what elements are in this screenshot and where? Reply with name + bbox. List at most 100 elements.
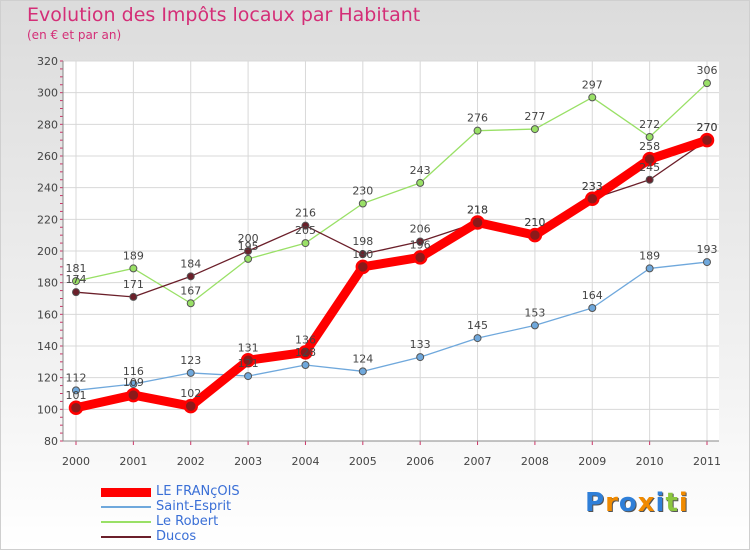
series-line-2 xyxy=(75,82,708,304)
data-label-2: 167 xyxy=(180,284,201,297)
series-point-3 xyxy=(358,250,367,259)
data-label-3: 198 xyxy=(352,235,373,248)
series-point-1 xyxy=(473,334,482,343)
series-point-0 xyxy=(126,387,141,403)
y-tick-label: 180 xyxy=(37,277,58,290)
series-point-3 xyxy=(244,247,253,255)
data-label-0: 258 xyxy=(639,140,660,153)
series-point-1 xyxy=(301,361,310,369)
data-label-3: 216 xyxy=(295,207,316,220)
series-point-0 xyxy=(68,400,84,415)
y-tick-label: 160 xyxy=(37,308,58,321)
data-label-1: 133 xyxy=(410,338,431,351)
x-tick-label: 2001 xyxy=(119,455,147,468)
series-point-1 xyxy=(588,304,597,312)
data-label-2: 306 xyxy=(697,64,718,77)
series-point-1 xyxy=(129,380,138,388)
series-point-2 xyxy=(244,254,253,263)
data-label-0: 218 xyxy=(467,204,488,217)
proxiti-logo: Proxiti xyxy=(585,488,689,518)
series-point-0 xyxy=(355,259,371,275)
y-tick-label: 260 xyxy=(37,150,58,163)
series-point-2 xyxy=(301,239,310,248)
chart-subtitle: (en € et par an) xyxy=(27,28,122,42)
y-tick-label: 220 xyxy=(37,213,58,226)
data-label-1: 121 xyxy=(238,357,259,370)
x-tick-label: 2007 xyxy=(464,455,492,468)
series-line-0 xyxy=(71,135,712,413)
series-point-2 xyxy=(358,199,367,208)
x-tick-label: 2008 xyxy=(521,455,549,468)
y-tick-label: 100 xyxy=(37,403,58,416)
chart-title: Evolution des Impôts locaux par Habitant xyxy=(27,4,421,26)
data-label-1: 153 xyxy=(524,306,545,319)
x-tick-label: 2000 xyxy=(62,455,90,468)
series-point-1 xyxy=(72,386,80,395)
data-label-2: 297 xyxy=(582,78,603,91)
data-label-0: 131 xyxy=(238,341,259,354)
data-label-1: 128 xyxy=(295,346,316,359)
series-point-2 xyxy=(530,125,539,134)
data-label-0: 109 xyxy=(123,376,144,389)
data-label-2: 230 xyxy=(352,185,373,198)
data-label-3: 174 xyxy=(66,273,87,286)
data-label-0: 190 xyxy=(352,248,373,261)
data-label-1: 112 xyxy=(66,371,87,384)
data-label-3: 218 xyxy=(467,204,488,217)
legend-label: Saint-Esprit xyxy=(156,499,232,514)
legend-label: Ducos xyxy=(156,529,197,544)
series-point-1 xyxy=(358,367,367,376)
data-label-2: 272 xyxy=(639,118,660,131)
data-label-3: 233 xyxy=(582,180,603,193)
x-tick-label: 2005 xyxy=(349,455,377,468)
data-label-3: 184 xyxy=(180,257,201,270)
data-label-3: 210 xyxy=(524,216,545,229)
series-point-1 xyxy=(703,258,711,267)
data-label-2: 189 xyxy=(123,249,144,262)
legend-swatch xyxy=(101,536,151,538)
series-point-1 xyxy=(530,321,539,330)
data-label-1: 164 xyxy=(582,289,603,302)
series-point-2 xyxy=(129,264,138,273)
data-label-0: 270 xyxy=(697,121,718,134)
legend-swatch xyxy=(101,521,151,523)
x-tick-label: 2004 xyxy=(291,455,319,468)
series-line-1 xyxy=(75,261,708,391)
series-point-2 xyxy=(703,79,711,88)
data-label-2: 205 xyxy=(295,224,316,237)
series-point-3 xyxy=(129,292,138,301)
series-point-2 xyxy=(416,178,425,187)
legend-swatch xyxy=(101,506,151,508)
data-label-3: 206 xyxy=(410,223,431,236)
y-tick-label: 280 xyxy=(37,118,58,131)
data-label-3: 270 xyxy=(697,121,718,134)
data-label-1: 116 xyxy=(123,365,144,378)
x-tick-label: 2003 xyxy=(234,455,262,468)
y-tick-label: 120 xyxy=(37,372,58,385)
series-point-1 xyxy=(645,264,654,273)
data-label-0: 233 xyxy=(582,180,603,193)
data-label-2: 243 xyxy=(410,164,431,177)
data-label-1: 124 xyxy=(352,352,373,365)
series-point-2 xyxy=(645,133,654,141)
series-point-0 xyxy=(527,227,543,243)
data-label-3: 245 xyxy=(639,161,660,174)
data-label-2: 181 xyxy=(66,262,87,275)
series-point-3 xyxy=(416,237,425,246)
y-tick-label: 240 xyxy=(37,182,58,195)
series-point-0 xyxy=(470,215,485,230)
y-tick-label: 140 xyxy=(37,340,58,353)
series-point-3 xyxy=(186,272,195,281)
y-tick-label: 320 xyxy=(37,55,58,68)
data-label-0: 102 xyxy=(180,387,201,400)
data-label-1: 193 xyxy=(697,243,718,256)
series-point-1 xyxy=(416,353,425,362)
x-tick-label: 2009 xyxy=(578,455,606,468)
series-point-1 xyxy=(244,372,253,381)
data-label-0: 196 xyxy=(410,238,431,251)
data-label-1: 145 xyxy=(467,319,488,332)
series-point-1 xyxy=(186,368,195,377)
legend-label: LE FRANçOIS xyxy=(156,484,240,499)
